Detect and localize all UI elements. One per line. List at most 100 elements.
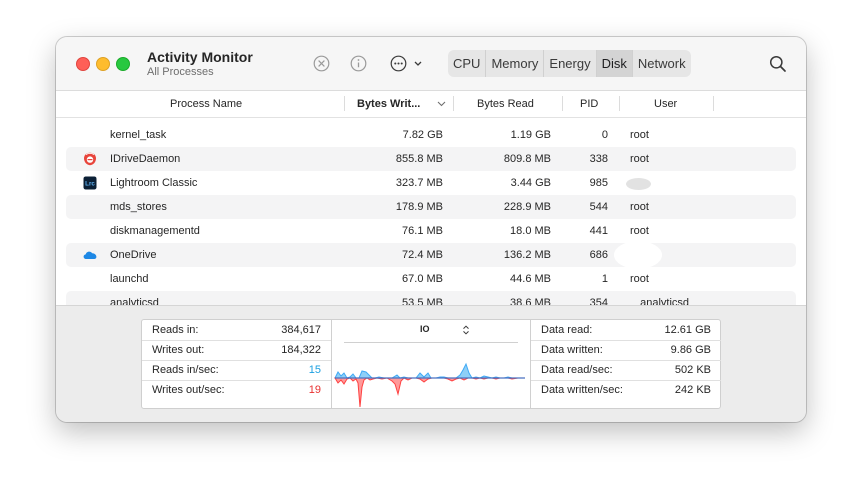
- bytes-written: 76.1 MB: [402, 225, 443, 237]
- stat-label: Reads in:: [152, 324, 199, 336]
- column-divider[interactable]: [562, 96, 563, 111]
- column-divider[interactable]: [344, 96, 345, 111]
- stat-row: Data read/sec: 502 KB: [531, 360, 721, 381]
- stat-row: Reads in: 384,617: [142, 320, 331, 341]
- disk-summary-area: Reads in: 384,617 Writes out: 184,322 Re…: [56, 305, 806, 422]
- close-window-button[interactable]: [76, 57, 90, 71]
- search-icon[interactable]: [769, 55, 787, 73]
- graph-mode-chevron-icon[interactable]: [462, 325, 470, 335]
- zoom-window-button[interactable]: [116, 57, 130, 71]
- lightroom-icon: Lrc: [83, 176, 97, 190]
- data-volume-stats: Data read: 12.61 GB Data written: 9.86 G…: [530, 320, 721, 408]
- bytes-written: 855.8 MB: [395, 153, 443, 165]
- svg-text:Lrc: Lrc: [85, 181, 95, 188]
- onedrive-icon: [83, 251, 97, 259]
- table-header: Process Name Bytes Writ... Bytes Read PI…: [56, 91, 806, 118]
- bytes-read: 1.19 GB: [510, 129, 551, 141]
- user: root: [630, 153, 649, 165]
- bytes-written: 72.4 MB: [402, 249, 443, 261]
- tab-memory[interactable]: Memory: [486, 50, 545, 77]
- process-name: OneDrive: [110, 249, 157, 261]
- bytes-written: 178.9 MB: [395, 201, 443, 213]
- toolbar: Activity Monitor All Processes CPU Memor…: [56, 37, 806, 90]
- stat-row: Data written: 9.86 GB: [531, 340, 721, 361]
- tab-cpu[interactable]: CPU: [448, 50, 487, 77]
- stat-row: Writes out/sec: 19: [142, 380, 331, 400]
- user: root: [630, 129, 649, 141]
- view-tabs: CPU Memory Energy Disk Network: [448, 50, 691, 77]
- stat-label: Data written:: [541, 344, 603, 356]
- idrive-icon: [84, 152, 96, 166]
- window-title: Activity Monitor: [147, 49, 253, 65]
- pid: 686: [589, 249, 608, 261]
- column-divider[interactable]: [713, 96, 714, 111]
- stat-value: 19: [308, 384, 321, 396]
- stat-value: 12.61 GB: [664, 324, 711, 336]
- process-table: Process Name Bytes Writ... Bytes Read PI…: [56, 90, 806, 315]
- stat-row: Writes out: 184,322: [142, 340, 331, 361]
- pid: 441: [589, 225, 608, 237]
- pid: 1: [601, 273, 608, 285]
- io-count-stats: Reads in: 384,617 Writes out: 184,322 Re…: [142, 320, 332, 408]
- pid: 0: [601, 129, 608, 141]
- tab-network[interactable]: Network: [637, 56, 686, 71]
- bytes-read: 809.8 MB: [503, 153, 551, 165]
- user: root: [630, 201, 649, 213]
- sort-descending-icon[interactable]: [437, 101, 446, 107]
- stat-label: Reads in/sec:: [152, 364, 219, 376]
- stat-value: 184,322: [281, 344, 321, 356]
- info-icon[interactable]: [350, 55, 367, 72]
- graph-mode-label: IO: [420, 324, 430, 334]
- column-user[interactable]: User: [654, 98, 678, 110]
- pid: 338: [589, 153, 608, 165]
- bytes-read: 18.0 MB: [510, 225, 551, 237]
- bytes-read: 44.6 MB: [510, 273, 551, 285]
- disk-summary-panel: Reads in: 384,617 Writes out: 184,322 Re…: [141, 319, 721, 409]
- stat-value: 15: [308, 364, 321, 376]
- process-name: launchd: [110, 273, 149, 285]
- stat-value: 242 KB: [674, 384, 711, 396]
- graph-divider: [344, 342, 518, 343]
- io-activity-chart: [334, 362, 525, 408]
- tab-energy[interactable]: Energy: [544, 50, 597, 77]
- process-name: mds_stores: [110, 201, 167, 213]
- process-name: IDriveDaemon: [110, 153, 181, 165]
- table-row[interactable]: diskmanagementd 76.1 MB 18.0 MB 441 root: [66, 219, 796, 243]
- stat-value: 9.86 GB: [670, 344, 711, 356]
- bytes-read: 3.44 GB: [510, 177, 551, 189]
- pid: 985: [589, 177, 608, 189]
- pid: 544: [589, 201, 608, 213]
- activity-monitor-window: Activity Monitor All Processes CPU Memor…: [56, 37, 806, 422]
- redacted-user: [626, 178, 651, 190]
- column-divider[interactable]: [453, 96, 454, 111]
- column-bytes-read[interactable]: Bytes Read: [477, 98, 534, 110]
- process-name: kernel_task: [110, 129, 167, 141]
- column-pid[interactable]: PID: [580, 98, 599, 110]
- table-row[interactable]: OneDrive 72.4 MB 136.2 MB 686: [66, 241, 796, 269]
- table-row[interactable]: launchd 67.0 MB 44.6 MB 1 root: [66, 267, 796, 291]
- column-bytes-written[interactable]: Bytes Writ...: [357, 98, 421, 110]
- bytes-read: 136.2 MB: [503, 249, 551, 261]
- table-row[interactable]: kernel_task 7.82 GB 1.19 GB 0 root: [66, 123, 796, 147]
- bytes-read: 228.9 MB: [503, 201, 551, 213]
- stat-value: 384,617: [281, 324, 321, 336]
- minimize-window-button[interactable]: [96, 57, 110, 71]
- stop-process-icon[interactable]: [313, 55, 330, 72]
- process-name: diskmanagementd: [110, 225, 200, 237]
- stat-label: Data read/sec:: [541, 364, 613, 376]
- table-row[interactable]: mds_stores 178.9 MB 228.9 MB 544 root: [66, 195, 796, 219]
- table-row[interactable]: Lrc Lightroom Classic 323.7 MB 3.44 GB 9…: [66, 171, 796, 195]
- io-graph: IO: [332, 320, 529, 408]
- more-actions-icon[interactable]: [390, 55, 424, 72]
- tab-disk[interactable]: Disk: [596, 50, 633, 77]
- stat-label: Data written/sec:: [541, 384, 623, 396]
- bytes-written: 67.0 MB: [402, 273, 443, 285]
- process-name: Lightroom Classic: [110, 177, 198, 189]
- stat-row: Data written/sec: 242 KB: [531, 380, 721, 400]
- table-row[interactable]: IDriveDaemon 855.8 MB 809.8 MB 338 root: [66, 147, 796, 171]
- stat-row: Reads in/sec: 15: [142, 360, 331, 381]
- user: root: [630, 225, 649, 237]
- column-divider[interactable]: [619, 96, 620, 111]
- stat-label: Data read:: [541, 324, 593, 336]
- column-process-name[interactable]: Process Name: [170, 98, 243, 110]
